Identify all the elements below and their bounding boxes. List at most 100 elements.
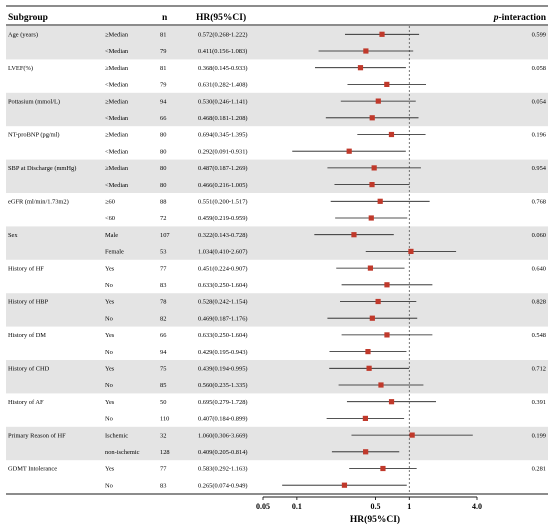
hr-ci-text: 0.695(0.279-1.728)	[198, 399, 248, 406]
hr-point	[351, 232, 357, 238]
hr-point	[366, 365, 372, 371]
n-value: 83	[160, 482, 166, 489]
ci-marks	[282, 31, 473, 488]
hr-point	[388, 399, 395, 405]
group-band	[6, 360, 548, 394]
hr-ci-text: 1.060(0.306-3.669)	[198, 432, 248, 439]
p-interaction-value: 0.954	[532, 165, 547, 172]
header-n: n	[162, 13, 168, 23]
x-tick-label: 0.05	[256, 502, 270, 511]
subgroup-level: Yes	[105, 265, 115, 272]
subgroup-level: No	[105, 416, 113, 423]
n-value: 80	[160, 148, 166, 155]
subgroup-level: <60	[105, 215, 115, 222]
subgroup-level: ≥Median	[105, 165, 129, 172]
subgroup-level: No	[105, 482, 113, 489]
subgroup-level: Ischemic	[105, 432, 128, 439]
hr-ci-text: 0.368(0.145-0.933)	[198, 65, 248, 72]
hr-point	[388, 131, 395, 138]
n-value: 72	[160, 215, 166, 222]
hr-ci-text: 0.407(0.184-0.899)	[198, 416, 248, 423]
hr-point	[378, 382, 384, 388]
x-tick-label: 0.1	[292, 502, 302, 511]
n-value: 85	[160, 382, 166, 389]
group-name: Pottasium (mmol/L)	[8, 98, 60, 105]
subgroup-level: <Median	[105, 82, 129, 89]
hr-point	[369, 315, 375, 321]
subgroup-level: ≥Median	[105, 98, 129, 105]
subgroup-level: ≥Median	[105, 32, 129, 39]
hr-point	[384, 282, 390, 288]
group-name: History of HBP	[8, 299, 49, 306]
group-name: eGFR (ml/min/1.73m2)	[8, 199, 69, 206]
group-band	[6, 159, 548, 193]
subgroup-level: No	[105, 349, 113, 356]
hr-point	[346, 148, 352, 154]
subgroup-level: Yes	[105, 366, 115, 373]
subgroup-level: ≥Median	[105, 65, 129, 72]
n-value: 66	[160, 332, 166, 339]
subgroup-level: <Median	[105, 48, 129, 55]
subgroup-level: ≥Median	[105, 132, 129, 139]
hr-ci-text: 0.429(0.195-0.943)	[198, 349, 248, 356]
hr-point	[408, 248, 414, 254]
group-name: Sex	[8, 232, 18, 239]
n-value: 81	[160, 65, 166, 72]
table-rows: Age (years) 0.599 ≥Median 81 0.572(0.268-1.2…	[8, 32, 547, 490]
group-name: GDMT Intolerance	[8, 466, 57, 473]
p-interaction-value: 0.828	[532, 299, 546, 306]
n-value: 66	[160, 115, 166, 122]
hr-ci-text: 0.292(0.091-0.931)	[198, 148, 248, 155]
subgroup-level: No	[105, 315, 113, 322]
x-tick-label: 4.0	[472, 502, 482, 511]
n-value: 53	[160, 249, 166, 256]
hr-point	[380, 465, 386, 472]
hr-point	[375, 298, 381, 305]
group-name: NT-proBNP (pg/ml)	[8, 132, 60, 139]
subgroup-level: <Median	[105, 148, 129, 155]
p-interaction-value: 0.058	[532, 65, 546, 72]
group-name: History of DM	[8, 332, 46, 339]
hr-point	[384, 81, 390, 87]
n-value: 32	[160, 432, 166, 439]
hr-ci-text: 0.631(0.282-1.408)	[198, 82, 248, 89]
hr-ci-text: 0.560(0.235-1.335)	[198, 382, 248, 389]
hr-point	[369, 182, 375, 188]
p-interaction-value: 0.060	[532, 232, 546, 239]
p-interaction-value: 0.054	[532, 98, 547, 105]
n-value: 80	[160, 132, 166, 139]
n-value: 94	[160, 98, 167, 105]
group-name: SBP at Discharge (mmHg)	[8, 165, 76, 172]
hr-ci-text: 0.528(0.242-1.154)	[198, 299, 248, 306]
n-value: 82	[160, 315, 166, 322]
hr-ci-text: 0.551(0.200-1.517)	[198, 199, 248, 206]
hr-point	[357, 65, 364, 71]
hr-ci-text: 0.468(0.181-1.208)	[198, 115, 248, 122]
n-value: 77	[160, 265, 167, 272]
header-subgroup: Subgroup	[8, 13, 48, 23]
hr-point	[371, 165, 377, 171]
group-band	[6, 293, 548, 327]
n-value: 79	[160, 48, 166, 55]
hr-point	[363, 449, 369, 455]
p-interaction-value: 0.640	[532, 265, 546, 272]
group-band	[6, 92, 548, 127]
hr-ci-text: 0.633(0.250-1.604)	[198, 332, 248, 339]
hr-ci-text: 0.439(0.194-0.995)	[198, 366, 248, 373]
subgroup-level: Yes	[105, 332, 115, 339]
p-interaction-value: 0.281	[532, 466, 546, 473]
header-hr: HR(95%CI)	[196, 12, 246, 23]
hr-ci-text: 0.583(0.292-1.163)	[198, 466, 248, 473]
n-value: 80	[160, 165, 166, 172]
hr-ci-text: 0.633(0.250-1.604)	[198, 282, 248, 289]
hr-ci-text: 0.694(0.345-1.395)	[198, 132, 248, 139]
hr-ci-text: 0.466(0.216-1.005)	[198, 182, 248, 189]
hr-ci-text: 0.469(0.187-1.176)	[198, 315, 248, 322]
hr-point	[377, 198, 383, 204]
hr-ci-text: 0.411(0.156-1.083)	[198, 48, 247, 55]
subgroup-level: No	[105, 382, 113, 389]
n-value: 77	[160, 466, 167, 473]
hr-point	[367, 265, 374, 271]
hr-point	[409, 432, 415, 438]
